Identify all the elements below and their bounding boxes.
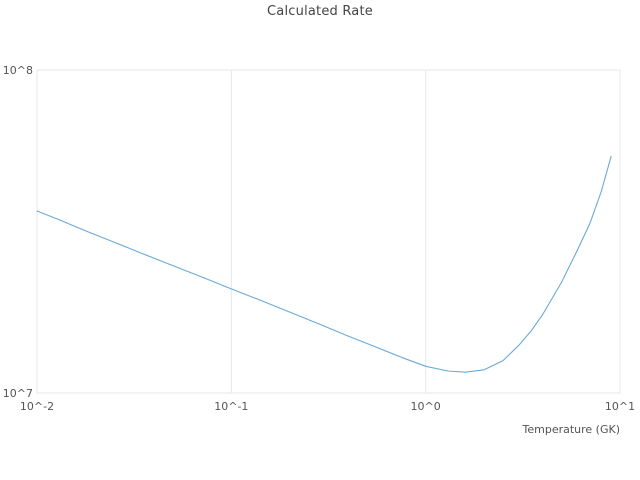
chart-title: Calculated Rate	[267, 4, 373, 19]
x-tick-label: 10^-1	[214, 400, 248, 413]
x-tick-label: 10^1	[605, 400, 635, 413]
x-axis-label: Temperature (GK)	[522, 423, 621, 436]
y-tick-label: 10^7	[3, 387, 33, 400]
x-tick-label: 10^0	[411, 400, 441, 413]
x-tick-label: 10^-2	[20, 400, 54, 413]
y-tick-label: 10^8	[3, 64, 33, 77]
rate-curve	[36, 155, 612, 373]
